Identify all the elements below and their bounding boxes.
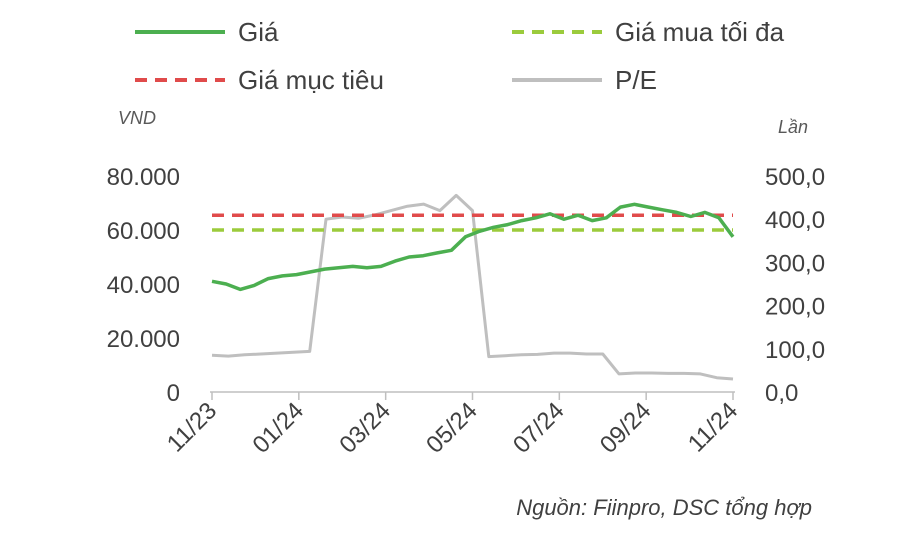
left-axis-ticks: 0 20.000 40.000 60.000 80.000: [107, 164, 180, 407]
x-tick-label: 07/24: [508, 397, 570, 459]
left-tick-label: 60.000: [107, 218, 180, 245]
x-axis-ticks: 11/23 01/24 03/24 05/24 07/24 09/24 11/24: [162, 392, 743, 459]
series-pe-line: [211, 193, 734, 381]
x-tick-label: 05/24: [421, 397, 483, 459]
plot-area: [211, 193, 735, 381]
right-tick-label: 400,0: [765, 207, 825, 234]
left-tick-label: 0: [167, 380, 180, 407]
right-axis-unit: Lần: [778, 117, 808, 137]
legend-label-pe: P/E: [615, 65, 657, 95]
source-note: Nguồn: Fiinpro, DSC tổng hợp: [516, 495, 812, 520]
left-tick-label: 80.000: [107, 164, 180, 191]
legend: Giá Giá mua tối đa Giá mục tiêu P/E: [135, 17, 785, 95]
left-tick-label: 40.000: [107, 272, 180, 299]
legend-label-target: Giá mục tiêu: [238, 65, 384, 95]
x-tick-label: 09/24: [595, 397, 657, 459]
x-tick-label: 01/24: [248, 397, 310, 459]
legend-label-max-buy: Giá mua tối đa: [615, 17, 785, 47]
x-tick-label: 11/24: [683, 397, 743, 457]
left-axis-unit: VND: [118, 108, 156, 128]
right-axis-ticks: 0,0 100,0 200,0 300,0 400,0 500,0: [765, 164, 825, 407]
legend-label-price: Giá: [238, 17, 279, 47]
series-price-line: [211, 202, 735, 292]
right-tick-label: 200,0: [765, 294, 825, 321]
right-tick-label: 100,0: [765, 337, 825, 364]
right-tick-label: 300,0: [765, 250, 825, 277]
right-tick-label: 0,0: [765, 380, 798, 407]
right-tick-label: 500,0: [765, 164, 825, 191]
left-tick-label: 20.000: [107, 326, 180, 353]
x-tick-label: 03/24: [334, 397, 396, 459]
